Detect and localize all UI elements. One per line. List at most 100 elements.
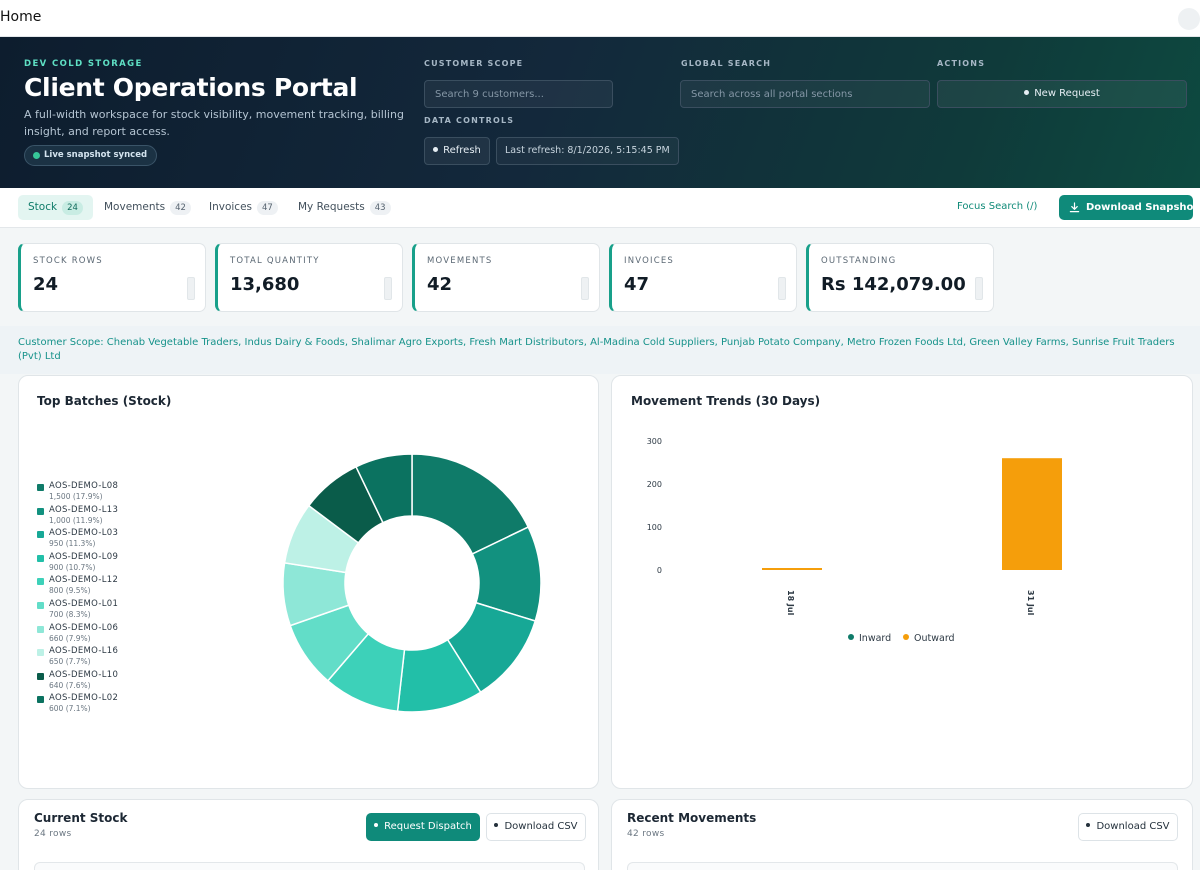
user-avatar-button[interactable] [1178, 8, 1200, 30]
tab-label: Stock [28, 201, 58, 213]
bar-outward-18-jul[interactable] [762, 568, 822, 570]
kpi-value: 13,680 [230, 274, 300, 295]
request-dispatch-button[interactable]: Request Dispatch [366, 813, 480, 841]
kpi-label: INVOICES [624, 256, 675, 266]
new-request-button[interactable]: New Request [937, 80, 1187, 108]
kpi-label: OUTSTANDING [821, 256, 897, 266]
kpi-card-invoices: INVOICES 47 [609, 243, 797, 312]
legend-label: AOS-DEMO-L16 [49, 646, 119, 657]
current-stock-panel: Current Stock 24 rows Request Dispatch D… [18, 799, 599, 870]
legend-value: 650 (7.7%) [49, 657, 91, 667]
kpi-card-stock-rows: STOCK ROWS 24 [18, 243, 206, 312]
legend-label: AOS-DEMO-L12 [49, 575, 119, 586]
home-title: Home [0, 9, 42, 25]
legend-value: 700 (8.3%) [49, 610, 91, 619]
legend-value: 950 (11.3%) [49, 539, 96, 549]
tab-invoices[interactable]: Invoices 47 [199, 195, 288, 220]
movement-trends-panel: Movement Trends (30 Days) 0 100 200 300 18 J… [611, 375, 1193, 789]
tab-label: My Requests [298, 201, 365, 213]
tab-movements[interactable]: Movements 42 [94, 195, 201, 220]
legend-swatch [37, 554, 44, 562]
focus-search-link[interactable]: Focus Search (/) [957, 201, 1038, 212]
global-search-label: GLOBAL SEARCH [681, 59, 772, 68]
status-dot-icon [33, 152, 40, 159]
legend-dot-icon [848, 634, 854, 640]
legend-value: 640 (7.6%) [49, 680, 91, 690]
legend-swatch [37, 602, 44, 609]
legend-label: AOS-DEMO-L08 [49, 481, 119, 491]
movement-trends-title: Movement Trends (30 Days) [631, 394, 821, 408]
tab-count-badge: 24 [62, 201, 83, 215]
top-batches-panel: Top Batches (Stock) AOS-DEMO-L08 1,500 (1… [18, 375, 599, 789]
legend-label: AOS-DEMO-L10 [49, 669, 119, 680]
download-snapshot-button[interactable]: Download Snapshot [1059, 195, 1198, 220]
legend-label: AOS-DEMO-L02 [49, 693, 119, 704]
bar-outward-31-jul[interactable] [1002, 458, 1062, 570]
legend-swatch [37, 696, 44, 704]
legend-value: 600 (7.1%) [49, 704, 91, 714]
bullet-icon [1024, 89, 1030, 95]
donut-slice-aos-demo-l02[interactable] [355, 453, 413, 524]
refresh-label: Refresh [443, 145, 481, 156]
kpi-sparkline [187, 277, 195, 300]
legend-outward-label: Outward [914, 633, 955, 644]
recent-movements-title: Recent Movements [627, 811, 757, 825]
current-stock-row-count: 24 rows [34, 829, 72, 839]
tab-count-badge: 43 [369, 201, 391, 215]
legend-inward[interactable]: Inward [848, 633, 891, 644]
request-dispatch-label: Request Dispatch [384, 821, 472, 832]
data-controls-label: DATA CONTROLS [424, 116, 515, 125]
refresh-button[interactable]: Refresh [424, 137, 490, 165]
legend-swatch [37, 578, 44, 586]
y-tick-label: 200 [647, 480, 662, 489]
kpi-value: 42 [427, 274, 453, 295]
tab-my-requests[interactable]: My Requests 43 [288, 195, 401, 220]
live-status-label: Live snapshot synced [44, 150, 148, 160]
legend-swatch [37, 672, 44, 680]
legend-value: 800 (9.5%) [49, 586, 91, 596]
new-request-label: New Request [1034, 88, 1100, 99]
recent-movements-row-count: 42 rows [627, 829, 665, 839]
legend-value: 660 (7.9%) [49, 633, 91, 643]
download-icon [1069, 202, 1080, 213]
y-tick-label: 100 [647, 523, 662, 532]
x-tick-label: 31 Jul [1026, 590, 1035, 616]
page-description: A full-width workspace for stock visibil… [24, 108, 404, 138]
download-csv-label: Download CSV [504, 821, 578, 832]
legend-swatch [37, 625, 44, 633]
kpi-sparkline [384, 277, 392, 300]
global-search-input[interactable] [680, 80, 930, 108]
recent-movements-download-csv-button[interactable]: Download CSV [1078, 813, 1178, 841]
customer-scope-input[interactable] [424, 80, 613, 108]
kpi-card-outstanding: OUTSTANDING Rs 142,079.00 [806, 243, 994, 312]
current-stock-download-csv-button[interactable]: Download CSV [486, 813, 586, 841]
legend-outward[interactable]: Outward [903, 633, 955, 644]
bullet-icon [433, 146, 439, 152]
actions-label: ACTIONS [937, 59, 986, 68]
legend-inward-label: Inward [859, 633, 892, 644]
kpi-label: TOTAL QUANTITY [230, 256, 320, 266]
legend-swatch [37, 507, 44, 515]
legend-swatch [37, 531, 44, 539]
legend-value: 1,000 (11.9%) [49, 515, 103, 525]
live-status-badge: Live snapshot synced [24, 145, 158, 166]
legend-label: AOS-DEMO-L03 [49, 528, 119, 539]
customer-scope-label: CUSTOMER SCOPE [424, 59, 524, 68]
legend-value: 900 (10.7%) [49, 562, 96, 572]
page-title: Client Operations Portal [24, 73, 358, 102]
y-tick-label: 300 [647, 437, 662, 446]
download-csv-label: Download CSV [1096, 821, 1170, 832]
legend-label: AOS-DEMO-L01 [49, 599, 119, 609]
top-bar: Home [0, 0, 1200, 37]
kpi-card-movements: MOVEMENTS 42 [412, 243, 600, 312]
customer-scope-summary: Customer Scope: Chenab Vegetable Traders… [0, 326, 1200, 374]
hero-eyebrow: DEV COLD STORAGE [24, 59, 143, 69]
kpi-sparkline [778, 277, 786, 300]
kpi-label: STOCK ROWS [33, 256, 103, 266]
current-stock-table [34, 862, 585, 870]
kpi-value: Rs 142,079.00 [821, 274, 966, 295]
tab-stock[interactable]: Stock 24 [18, 195, 93, 220]
top-batches-title: Top Batches (Stock) [37, 394, 172, 408]
kpi-value: 24 [33, 274, 59, 295]
last-refresh-status: Last refresh: 8/1/2026, 5:15:45 PM [496, 137, 679, 165]
